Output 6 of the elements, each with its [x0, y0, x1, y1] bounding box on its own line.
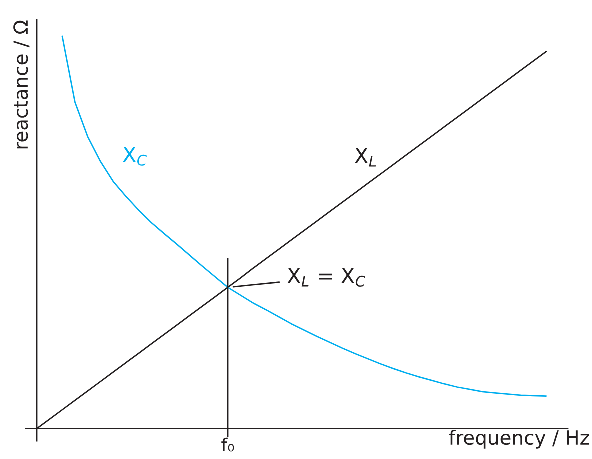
- y-axis-title: reactance / Ω: [14, 20, 30, 149]
- annotation: X$_{L}$ = X$_{C}$: [288, 268, 366, 287]
- series-label: X$_{C}$: [123, 147, 148, 166]
- text: f₀: [222, 438, 234, 452]
- x-axis-title: frequency / Hz: [449, 430, 590, 449]
- series-label: X$_{L}$: [355, 148, 376, 167]
